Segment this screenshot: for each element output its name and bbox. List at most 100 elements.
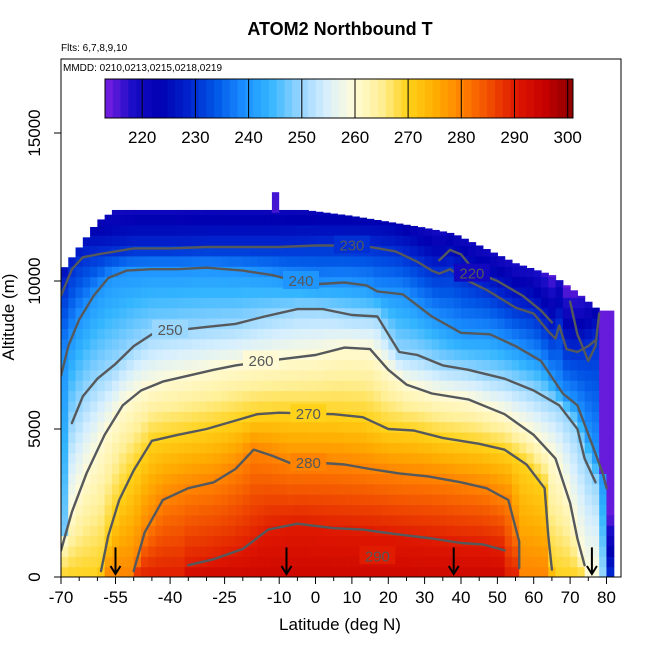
heatmap-cell [133,235,142,247]
heatmap-cell [242,431,251,443]
heatmap-cell [548,494,557,506]
heatmap-cell [424,525,433,537]
heatmap-cell [482,286,491,298]
heatmap-cell [177,349,186,361]
heatmap-cell [184,452,193,464]
heatmap-cell [141,209,149,215]
heatmap-cell [293,318,302,329]
heatmap-cell [221,276,229,288]
heatmap-cell [68,431,77,443]
heatmap-cell [119,452,128,464]
heatmap-cell [148,535,157,547]
colorbar-cell [151,79,161,118]
heatmap-cell [511,494,520,506]
heatmap-cell [133,483,142,495]
heatmap-cell [344,535,353,547]
heatmap-cell [584,504,593,516]
heatmap-cell [504,328,513,340]
heatmap-cell [562,338,571,350]
heatmap-cell [155,266,164,278]
heatmap-cell [475,380,484,392]
heatmap-cell [533,411,542,423]
heatmap-cell [424,266,433,278]
heatmap-cell [591,307,600,319]
colorbar-cell [362,79,371,118]
heatmap-cell [562,556,571,568]
heatmap-cell [468,369,477,381]
heatmap-cell [242,276,251,288]
heatmap-cell [155,545,164,557]
heatmap-cell [191,349,200,361]
heatmap-cell [242,463,251,474]
heatmap-cell [570,297,578,309]
heatmap-cell [213,245,222,257]
heatmap-cell [482,431,491,443]
heatmap-cell [453,307,462,319]
heatmap-cell [504,286,513,298]
heatmap-cell [606,504,615,516]
heatmap-cell [584,359,593,371]
heatmap-cell [490,359,498,371]
heatmap-cell [170,483,178,495]
heatmap-cell [548,276,557,288]
heatmap-cell [555,318,564,329]
heatmap-cell [577,463,586,474]
heatmap-cell [424,452,433,464]
heatmap-cell [533,504,542,516]
heatmap-cell [315,297,324,309]
dates-note: MMDD: 0210,0213,0215,0218,0219 [63,63,222,74]
heatmap-cell [206,442,215,454]
heatmap-cell [206,556,215,568]
heatmap-cell [221,566,229,577]
heatmap-cell [541,338,549,350]
heatmap-cell [541,380,549,392]
heatmap-cell [453,245,462,257]
heatmap-cell [271,286,280,298]
heatmap-cell [315,328,324,340]
heatmap-cell [351,286,360,298]
heatmap-cell [82,431,91,443]
heatmap-cell [562,400,571,412]
heatmap-cell [322,359,331,371]
heatmap-cell [453,276,462,288]
heatmap-cell [257,390,266,402]
heatmap-cell [61,545,69,557]
heatmap-cell [162,224,171,236]
heatmap-cell [497,556,506,568]
heatmap-cell [141,224,149,236]
heatmap-cell [228,235,237,247]
heatmap-cell [519,390,528,402]
heatmap-cell [155,359,164,371]
heatmap-cell [541,272,549,278]
heatmap-cell [111,349,120,361]
heatmap-cell [366,328,375,340]
heatmap-cell [526,452,535,464]
heatmap-cell [206,245,215,257]
heatmap-cell [61,566,69,577]
heatmap-cell [264,338,273,350]
heatmap-cell [475,483,484,495]
heatmap-cell [191,566,200,577]
heatmap-cell [162,494,171,506]
heatmap-cell [242,214,251,226]
heatmap-cell [213,369,222,381]
heatmap-cell [599,442,608,454]
heatmap-cell [497,380,506,392]
heatmap-cell [490,473,498,485]
heatmap-cell [417,525,426,537]
heatmap-cell [199,224,208,236]
heatmap-cell [264,235,273,247]
heatmap-cell [82,566,91,577]
heatmap-cell [381,483,389,495]
colorbar-cell [487,79,496,118]
heatmap-cell [424,566,433,577]
heatmap-cell [497,369,506,381]
heatmap-cell [511,328,520,340]
colorbar-cell [284,79,293,118]
heatmap-cell [177,380,186,392]
heatmap-cell [257,463,266,474]
heatmap-cell [570,349,578,361]
colorbar-cell [144,79,153,118]
heatmap-cell [75,338,84,350]
heatmap-cell [308,566,317,577]
